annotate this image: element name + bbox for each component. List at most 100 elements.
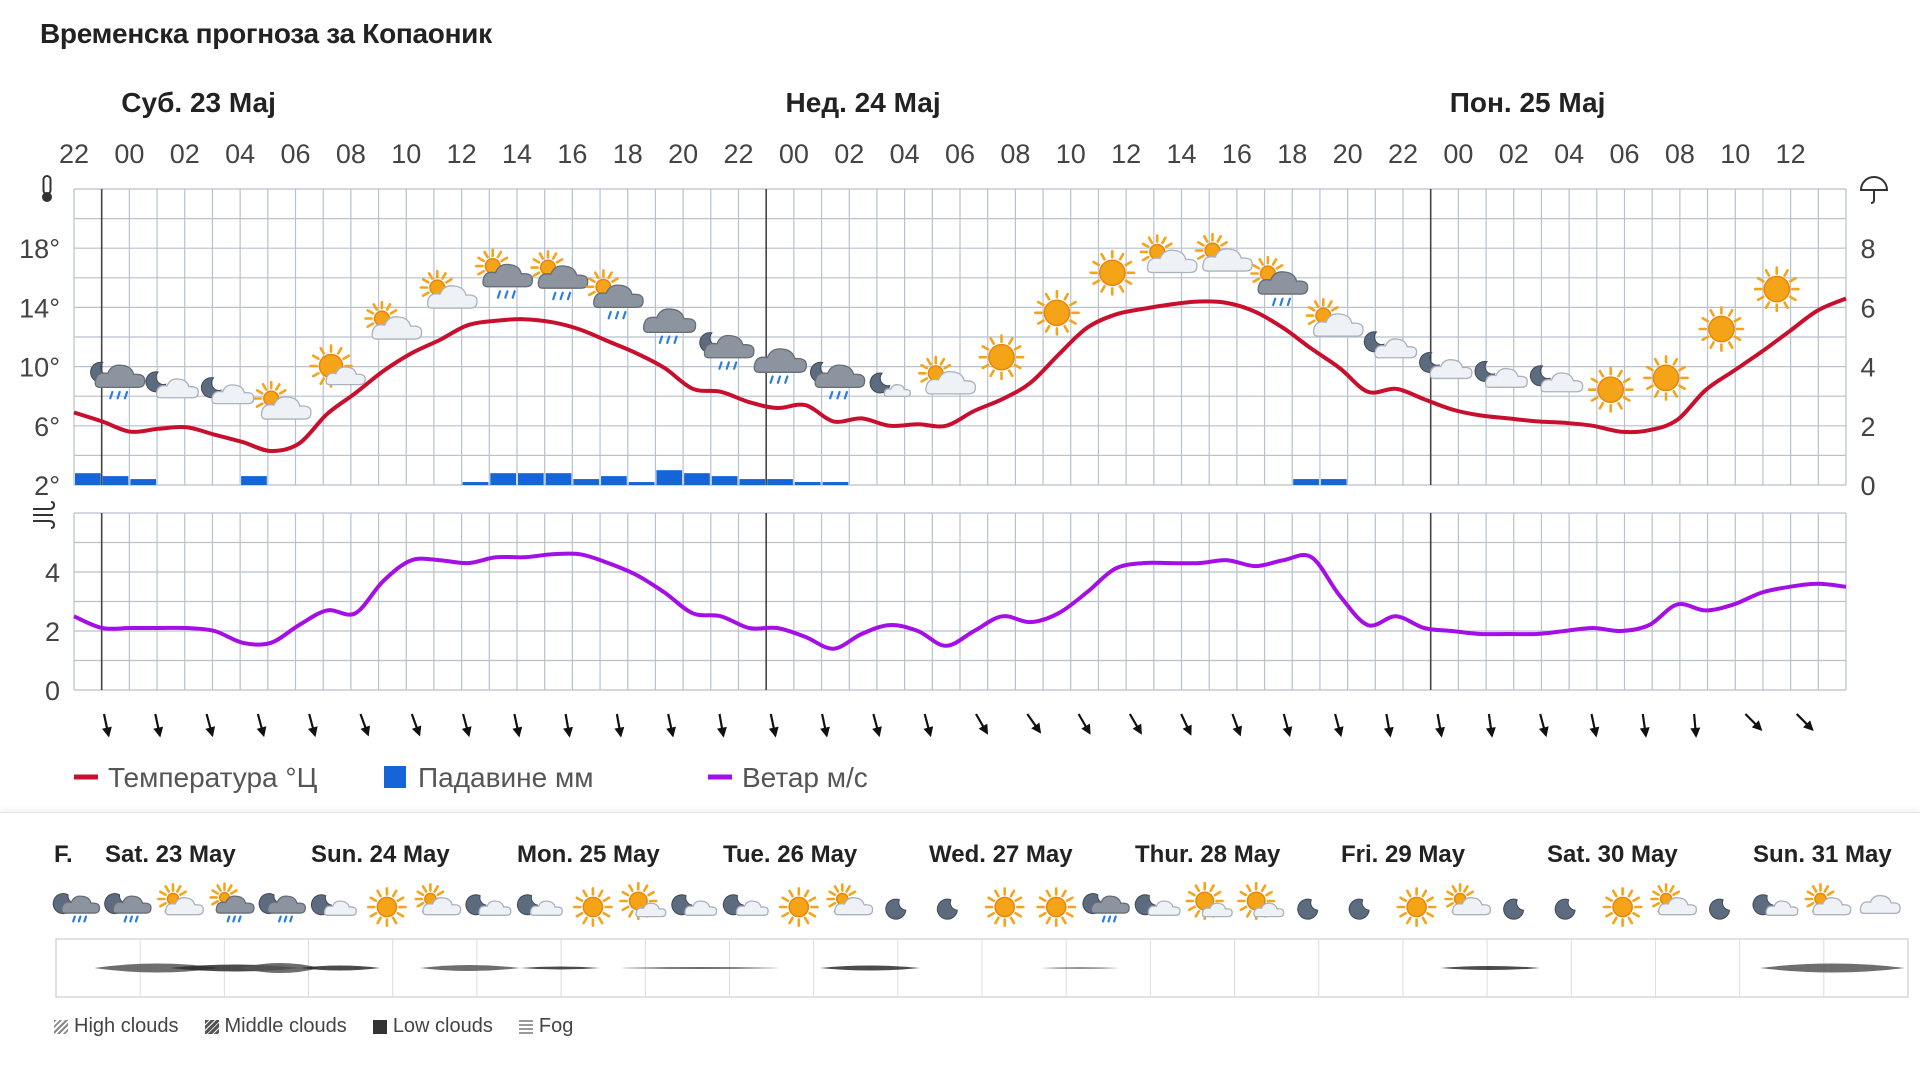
sun-icon [1034,289,1080,336]
legend-bar-swatch [384,766,406,788]
partly-cloudy-day-icon [1804,883,1852,916]
precipitation-bar [1293,479,1319,485]
hour-label: 22 [1388,139,1418,169]
precipitation-bar [241,476,267,485]
cloudy-rain-icon [753,348,807,384]
sun-icon [1602,887,1643,927]
cloud-layer-shape [620,967,780,969]
precip-tick-label: 8 [1860,234,1875,264]
precipitation-bar [462,482,489,485]
cloud-layer-shape [1040,967,1120,969]
partly-sunny-icon [1237,881,1285,921]
precipitation-bar [518,473,544,485]
hour-label: 12 [1111,139,1141,169]
meteogram-day-label: Sun. 31 May [1753,841,1892,868]
hour-label: 00 [1443,139,1473,169]
hour-label: 20 [668,139,698,169]
wind-arrow-icon [307,713,318,738]
precipitation-bar [102,476,129,485]
wind-arrow-icon [1026,713,1042,734]
wind-arrow-icon [102,713,112,738]
hour-label: 12 [1776,139,1806,169]
temp-tick-label: 6° [34,412,60,442]
thermometer-icon [42,175,52,202]
wind-arrow-icon [717,713,727,738]
sun-icon [1643,354,1689,401]
middle-clouds-label: Middle clouds [224,1015,347,1037]
hour-label: 06 [280,139,310,169]
hour-label: 16 [557,139,587,169]
precip-tick-label: 4 [1860,353,1875,383]
hour-label: 18 [613,139,643,169]
wind-arrow-icon [1538,713,1549,738]
temperature-grid [73,188,1847,486]
fog-label: Fog [538,1015,574,1037]
wind-arrow-icon [1180,713,1192,736]
partly-cloudy-rain-icon [585,269,644,320]
wind-tick-label: 2 [45,617,60,647]
umbrella-icon [1859,176,1889,204]
high-clouds-swatch [54,1019,68,1034]
wind-arrow-icon [1795,713,1814,731]
partly-cloudy-day-icon [1305,297,1364,337]
wind-arrow-icon [1128,713,1142,735]
partly-cloudy-day-icon [826,883,874,916]
cloud-icon [1859,894,1901,915]
partly-cloudy-night-rain-icon [809,361,866,400]
partly-cloudy-night-icon [1529,365,1584,393]
partly-cloudy-night-rain-icon [90,361,146,400]
cloud-legend-low: Low clouds [372,1015,493,1038]
partly-sunny-icon [619,881,667,921]
wind-arrow-icon [975,713,988,735]
partly-cloudy-day-icon [364,300,423,340]
day-header: Суб. 23 Мај [121,87,276,118]
wind-arrow-icon [872,713,882,738]
partly-cloudy-day-icon [918,355,977,395]
wind-arrow-icon [563,713,573,738]
partly-cloudy-night-icon [1752,894,1799,916]
partly-cloudy-night-rain-icon [699,332,755,370]
meteogram-day-label: Wed. 27 May [929,841,1073,868]
wind-arrow-icon [1435,713,1445,738]
meteogram-day-label: Tue. 26 May [723,841,858,868]
cloudy-rain-icon [642,308,697,345]
wind-arrow-icon [1690,713,1701,738]
precip-tick-label: 2 [1860,412,1875,442]
cloud-layer-shape [820,965,920,971]
precipitation-bar [767,479,793,485]
wind-arrow-icon [1485,713,1496,738]
wind-arrow-icon [1639,713,1650,738]
meteogram-day-label: Sat. 23 May [105,841,236,868]
legend-label: Падавине мм [418,762,593,793]
low-clouds-swatch [372,1019,387,1034]
cloud-layer-shape [1760,963,1905,973]
sun-icon [1698,306,1745,352]
hour-label: 08 [1000,139,1030,169]
hour-label: 10 [391,139,421,169]
meteogram-day-label: Sun. 24 May [311,841,450,868]
hour-label: 00 [779,139,809,169]
precip-tick-label: 0 [1860,471,1875,501]
partly-cloudy-day-icon [414,883,462,916]
day-header: Нед. 24 Мај [786,87,941,118]
wind-arrow-icon [1282,713,1293,738]
wind-arrow-icon [153,713,164,738]
hour-label: 20 [1333,139,1363,169]
wind-arrow-icon [923,713,934,738]
partly-cloudy-rain-icon [475,248,534,299]
partly-sunny-icon [309,344,366,388]
meteogram-day-label: Fri. 29 May [1341,841,1466,868]
partly-cloudy-day-icon [1444,883,1491,916]
precipitation-bar [601,476,627,485]
day-header: Пон. 25 Мај [1450,87,1606,118]
sun-icon [984,887,1025,927]
cloudy-rain-night-icon [258,893,306,923]
sun-icon [1396,887,1437,927]
moon-icon [885,898,907,920]
fog-swatch [518,1019,533,1034]
wind-arrow-icon [614,713,625,738]
wind-arrow-icon [1333,713,1344,738]
partly-cloudy-night-icon [200,377,255,405]
partly-cloudy-night-icon [1363,331,1418,359]
